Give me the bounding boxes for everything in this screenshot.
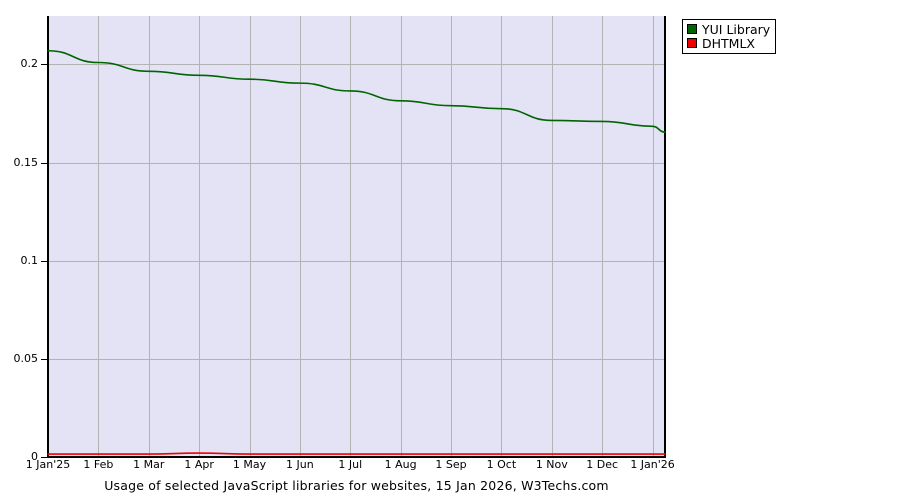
- x-axis-tick-label: 1 Dec: [586, 458, 619, 471]
- gridline-vertical: [98, 16, 99, 457]
- x-axis-tick-label: 1 Jun: [286, 458, 314, 471]
- chart-caption: Usage of selected JavaScript libraries f…: [104, 478, 609, 493]
- chart-legend: YUI Library DHTMLX: [682, 19, 777, 54]
- x-axis-tick-label: 1 Jan'25: [25, 458, 71, 471]
- y-axis-tick-mark: [41, 457, 48, 458]
- gridline-vertical: [199, 16, 200, 457]
- series-line-dhtmlx: [47, 452, 666, 455]
- y-axis-tick-mark: [41, 359, 48, 360]
- gridline-vertical: [149, 16, 150, 457]
- x-axis-tick-label: 1 Sep: [435, 458, 467, 471]
- y-axis-line: [47, 16, 49, 458]
- x-axis-tick-label: 1 Jul: [338, 458, 363, 471]
- gridline-vertical: [250, 16, 251, 457]
- legend-swatch-dhtmlx: [687, 38, 697, 48]
- gridline-horizontal: [48, 64, 665, 65]
- y-axis-tick-label: 0: [31, 450, 38, 463]
- y-axis-tick-mark: [41, 261, 48, 262]
- y-axis-tick-label: 0.15: [13, 155, 39, 169]
- legend-label-yui-library: YUI Library: [702, 21, 771, 37]
- y-axis-tick-label: 0.2: [20, 57, 39, 71]
- gridline-horizontal: [48, 163, 665, 164]
- legend-swatch-yui-library: [687, 24, 697, 34]
- gridline-vertical: [451, 16, 452, 457]
- x-axis-tick-label: 1 Oct: [486, 458, 517, 471]
- gridline-vertical: [401, 16, 402, 457]
- gridline-vertical: [350, 16, 351, 457]
- plot-right-border: [664, 16, 666, 458]
- y-axis-tick-label: 0.05: [13, 351, 39, 365]
- y-axis-tick-label: 0.1: [20, 253, 39, 267]
- gridline-vertical: [653, 16, 654, 457]
- x-axis-tick-label: 1 Jan'26: [630, 458, 675, 471]
- series-line-yui-library: [47, 49, 666, 133]
- x-axis-tick-label: 1 Nov: [535, 458, 568, 471]
- gridline-horizontal: [48, 261, 665, 262]
- gridline-horizontal: [48, 359, 665, 360]
- y-axis-tick-mark: [41, 163, 48, 164]
- y-axis-tick-mark: [41, 64, 48, 65]
- x-axis-tick-label: 1 Mar: [133, 458, 165, 471]
- gridline-vertical: [501, 16, 502, 457]
- legend-item-dhtmlx: DHTMLX: [687, 36, 770, 50]
- x-axis-tick-label: 1 Feb: [83, 458, 114, 471]
- x-axis-line: [47, 456, 666, 458]
- x-axis-tick-label: 1 Apr: [184, 458, 214, 471]
- x-axis-tick-label: 1 Aug: [384, 458, 417, 471]
- legend-label-dhtmlx: DHTMLX: [702, 35, 755, 51]
- gridline-vertical: [552, 16, 553, 457]
- legend-item-yui-library: YUI Library: [687, 22, 770, 36]
- plot-area-background: [48, 16, 665, 457]
- gridline-vertical: [602, 16, 603, 457]
- x-axis-tick-label: 1 May: [232, 458, 267, 471]
- gridline-vertical: [300, 16, 301, 457]
